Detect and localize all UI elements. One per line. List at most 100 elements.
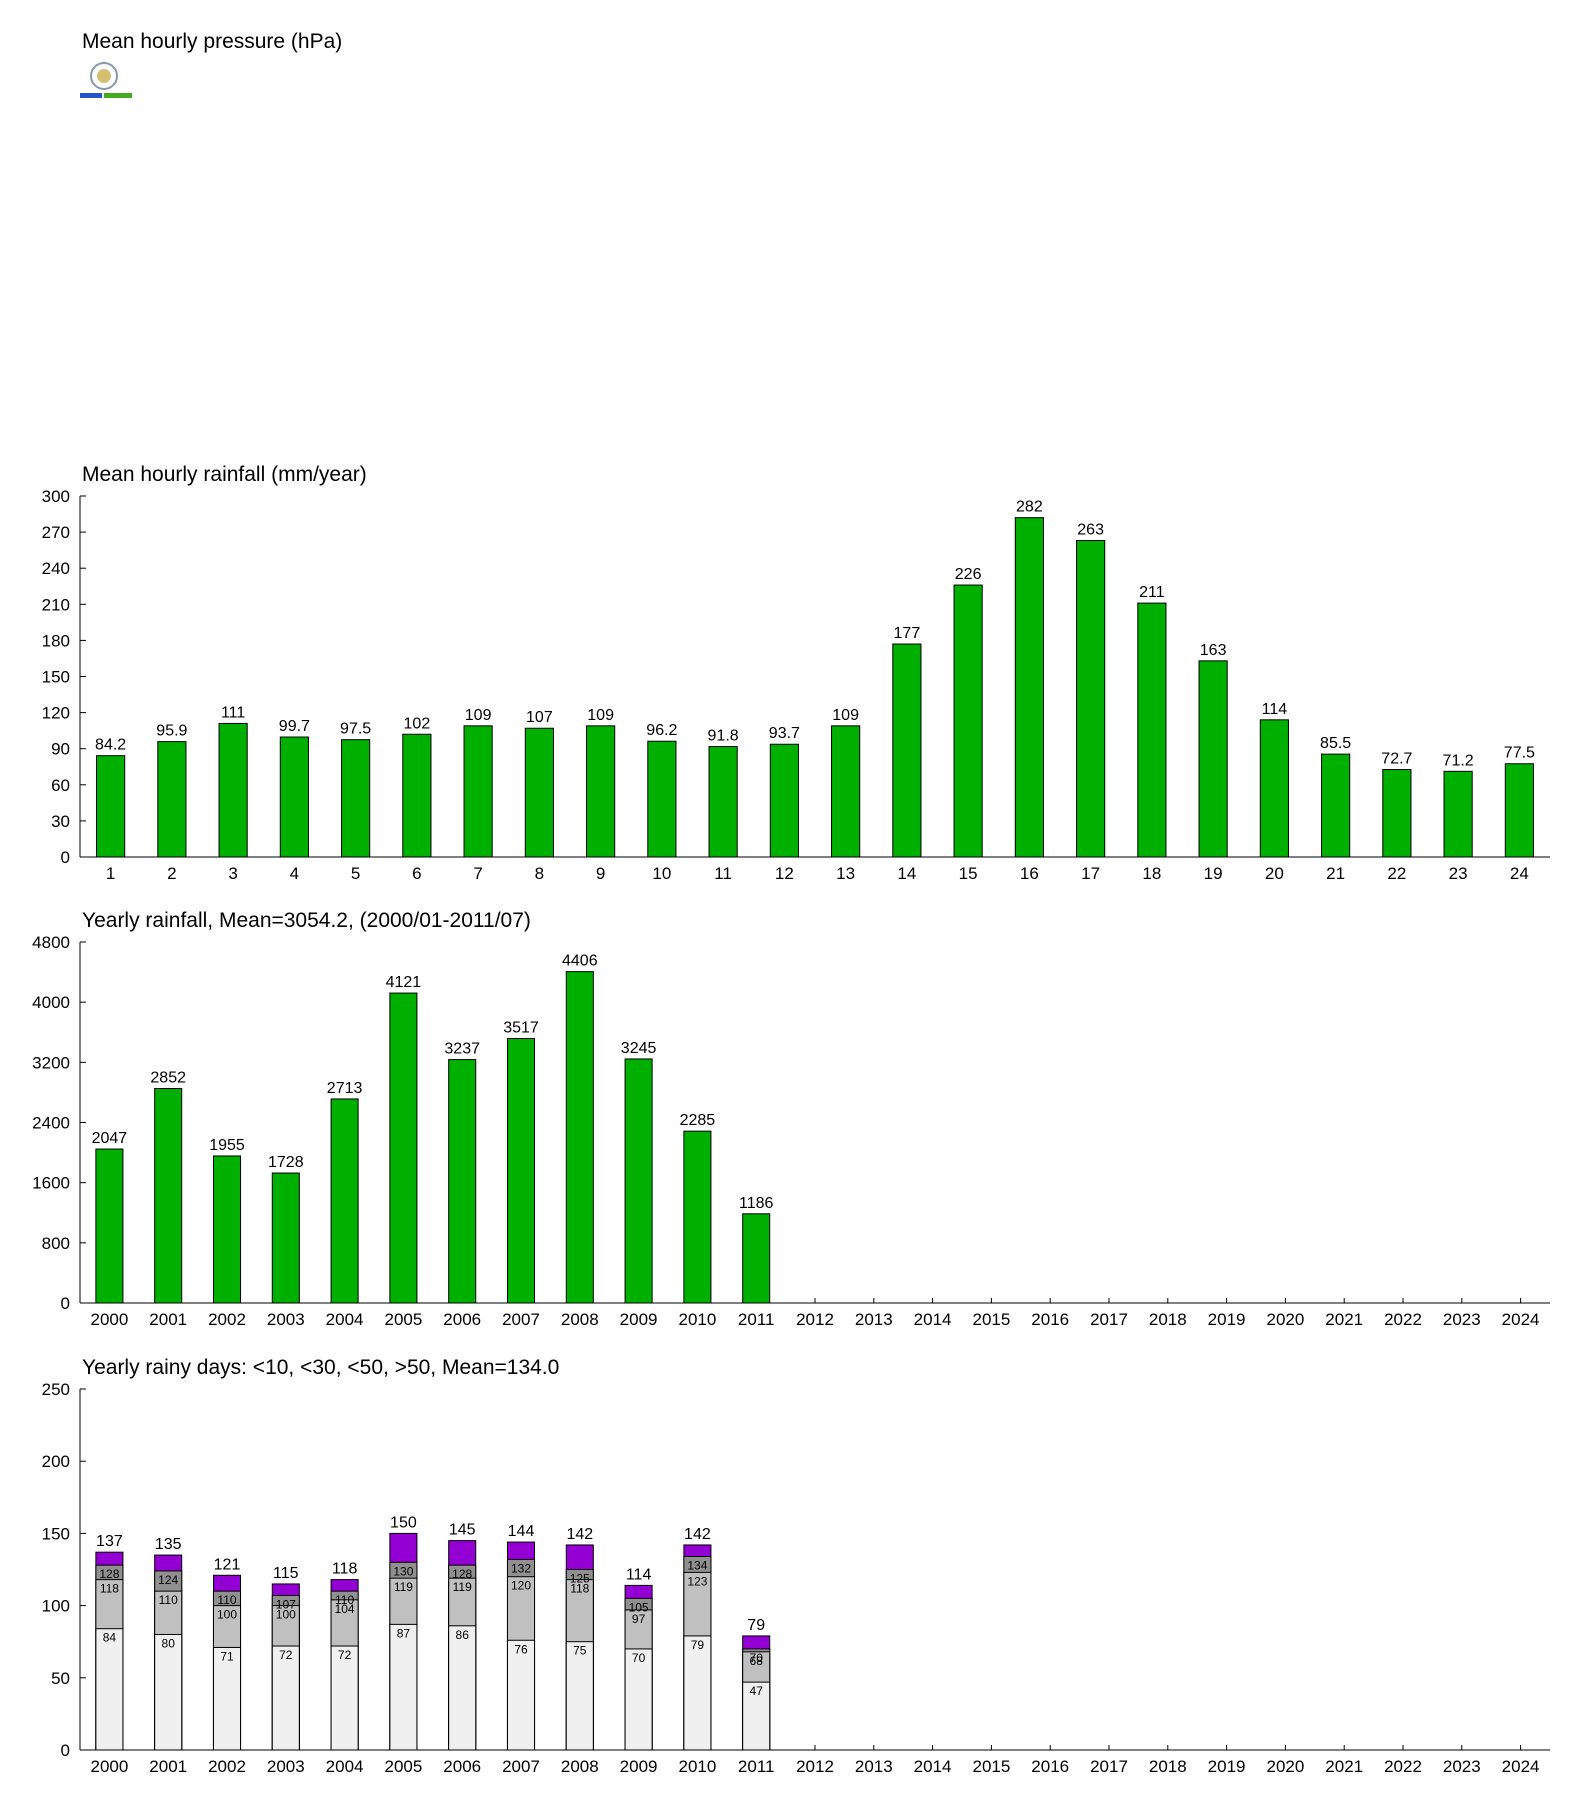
y-tick-label: 150 [42, 1524, 70, 1543]
bar [1382, 769, 1412, 858]
value-label: 95.9 [156, 723, 187, 740]
segment-label: 130 [393, 1564, 413, 1578]
x-tick-label: 2023 [1443, 1310, 1481, 1329]
value-label: 144 [508, 1523, 535, 1540]
bar [565, 971, 594, 1304]
x-tick-label: 20 [1265, 864, 1284, 883]
segment-label: 87 [397, 1626, 411, 1640]
segment-label: 118 [570, 1582, 589, 1596]
value-label: 71.2 [1443, 752, 1474, 769]
bar-segment [271, 1645, 300, 1751]
bar [1076, 540, 1106, 858]
value-label: 1728 [268, 1154, 304, 1171]
x-tick-label: 2 [167, 864, 176, 883]
value-label: 282 [1016, 499, 1043, 516]
value-label: 93.7 [769, 725, 800, 742]
value-label: 1186 [739, 1195, 774, 1212]
y-tick-label: 30 [51, 812, 70, 831]
x-tick-label: 21 [1326, 864, 1345, 883]
x-tick-label: 2015 [972, 1310, 1010, 1329]
value-label: 85.5 [1320, 735, 1351, 752]
y-tick-label: 100 [42, 1597, 70, 1616]
value-label: 121 [214, 1556, 241, 1573]
segment-label: 110 [159, 1593, 178, 1607]
value-label: 3245 [621, 1040, 657, 1057]
segment-label: 128 [452, 1567, 472, 1581]
segment-label: 76 [514, 1642, 528, 1656]
x-tick-label: 2014 [914, 1310, 952, 1329]
value-label: 84.2 [95, 737, 126, 754]
x-tick-label: 2002 [208, 1757, 246, 1776]
bar [389, 992, 418, 1304]
x-tick-label: 2023 [1443, 1757, 1481, 1776]
x-tick-label: 2013 [855, 1310, 893, 1329]
value-label: 77.5 [1504, 745, 1535, 762]
x-tick-label: 7 [473, 864, 482, 883]
x-tick-label: 12 [775, 864, 794, 883]
x-tick-label: 2022 [1384, 1310, 1422, 1329]
bar-segment [742, 1681, 771, 1751]
segment-label: 128 [99, 1567, 119, 1581]
segment-label: 100 [217, 1608, 237, 1622]
bar-segment [95, 1628, 124, 1751]
y-tick-label: 4800 [32, 933, 70, 952]
value-label: 111 [221, 704, 245, 721]
value-label: 2285 [680, 1112, 716, 1129]
value-label: 135 [155, 1536, 182, 1553]
x-tick-label: 8 [535, 864, 544, 883]
y-tick-label: 120 [42, 704, 70, 723]
value-label: 109 [832, 707, 859, 724]
y-tick-label: 200 [42, 1452, 70, 1471]
value-label: 96.2 [646, 722, 677, 739]
value-label: 4406 [562, 953, 598, 970]
value-label: 137 [96, 1533, 123, 1550]
y-tick-label: 150 [42, 668, 70, 687]
x-tick-label: 15 [959, 864, 978, 883]
x-tick-label: 2002 [208, 1310, 246, 1329]
x-tick-label: 2016 [1031, 1310, 1069, 1329]
value-label: 102 [404, 715, 431, 732]
x-tick-label: 1 [106, 864, 115, 883]
value-label: 109 [465, 707, 492, 724]
bar [524, 727, 554, 858]
x-tick-label: 2012 [796, 1310, 834, 1329]
x-tick-label: 2009 [620, 1310, 658, 1329]
bar-segment [448, 1625, 477, 1751]
x-tick-label: 2016 [1031, 1757, 1069, 1776]
bar [1014, 517, 1044, 858]
value-label: 163 [1200, 642, 1227, 659]
segment-label: 86 [456, 1628, 470, 1642]
segment-label: 72 [338, 1648, 352, 1662]
segment-label: 119 [394, 1580, 413, 1594]
bar-segment [506, 1639, 536, 1751]
bar [271, 1172, 300, 1304]
bar [647, 740, 677, 858]
segment-label: 110 [335, 1593, 354, 1607]
value-label: 177 [894, 625, 921, 642]
segment-label: 70 [750, 1651, 764, 1665]
segment-label: 47 [750, 1684, 764, 1698]
y-tick-label: 800 [42, 1234, 70, 1253]
value-label: 109 [587, 707, 614, 724]
segment-label: 123 [687, 1574, 707, 1588]
value-label: 99.7 [279, 718, 310, 735]
value-label: 142 [566, 1526, 593, 1543]
bar-segment [154, 1633, 183, 1751]
segment-label: 120 [511, 1579, 531, 1593]
x-tick-label: 2008 [561, 1310, 599, 1329]
bar [402, 733, 432, 858]
bar [96, 755, 126, 858]
bar [279, 736, 309, 858]
segment-label: 124 [158, 1573, 178, 1587]
y-tick-label: 270 [42, 523, 70, 542]
x-tick-label: 3 [228, 864, 237, 883]
value-label: 97.5 [340, 721, 371, 738]
value-label: 107 [526, 709, 553, 726]
segment-label: 132 [511, 1561, 531, 1575]
bar [586, 725, 616, 858]
value-label: 114 [1262, 701, 1288, 718]
value-label: 2852 [150, 1070, 186, 1087]
bar [892, 643, 922, 858]
bar [831, 725, 861, 858]
x-tick-label: 17 [1081, 864, 1100, 883]
